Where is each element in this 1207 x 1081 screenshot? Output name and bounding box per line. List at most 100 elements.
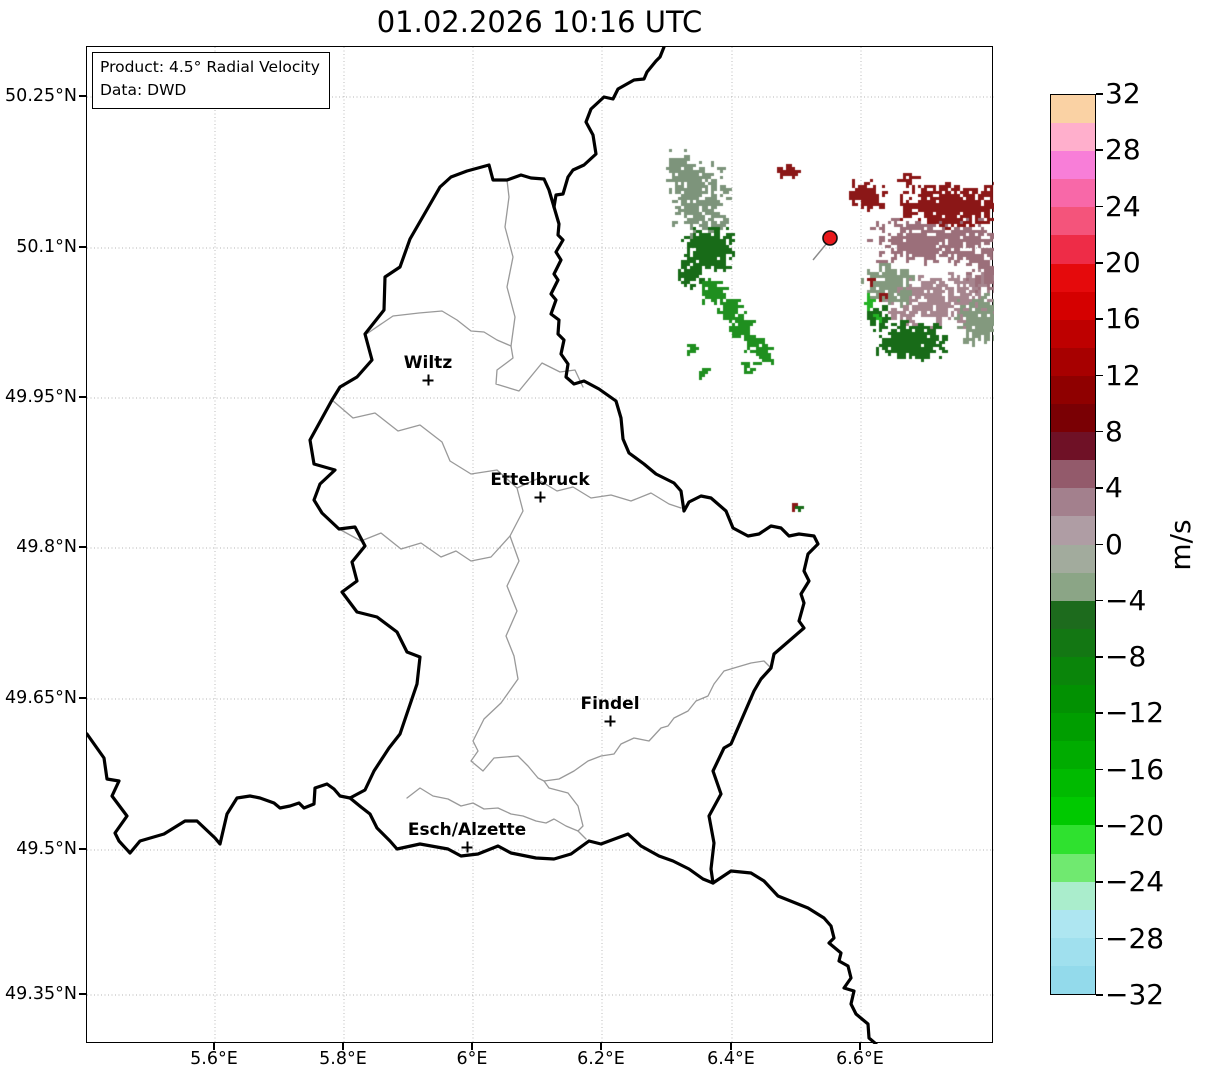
city-label: Wiltz: [403, 353, 453, 373]
colorbar-segment: [1051, 432, 1095, 461]
y-tick-label: 50.25°N: [5, 86, 77, 106]
y-tick-mark: [79, 546, 86, 548]
colorbar-tick-label: 16: [1105, 302, 1141, 336]
colorbar-segment: [1051, 937, 1095, 966]
radar-echo-canvas: [87, 47, 994, 1044]
y-tick-mark: [79, 993, 86, 995]
colorbar-tick-mark: [1096, 768, 1103, 771]
colorbar-tick-label: 0: [1105, 527, 1123, 561]
x-tick-label: 5.6°E: [190, 1049, 238, 1069]
colorbar-segment: [1051, 151, 1095, 180]
colorbar-segment: [1051, 207, 1095, 236]
y-tick-mark: [79, 95, 86, 97]
colorbar-tick-mark: [1096, 374, 1103, 377]
colorbar-tick-mark: [1096, 599, 1103, 602]
colorbar-segment: [1051, 684, 1095, 714]
city-label: Esch/Alzette: [407, 820, 527, 840]
colorbar-tick-label: 32: [1105, 77, 1141, 110]
colorbar-tick-mark: [1096, 318, 1103, 320]
colorbar-tick-mark: [1096, 487, 1103, 489]
colorbar-segment: [1051, 713, 1095, 742]
city-label: Ettelbruck: [490, 470, 590, 490]
x-tick-mark: [342, 1043, 344, 1050]
colorbar-tick-mark: [1096, 430, 1103, 433]
x-tick-label: 6.2°E: [577, 1049, 625, 1069]
colorbar-segment: [1051, 516, 1095, 545]
city-marker-icon: [461, 841, 473, 853]
colorbar-tick-mark: [1096, 205, 1103, 208]
colorbar-segment: [1051, 488, 1095, 517]
y-tick-mark: [79, 246, 86, 248]
radar-map: Product: 4.5° Radial Velocity Data: DWD: [86, 46, 994, 1044]
colorbar-segment: [1051, 572, 1095, 601]
colorbar-tick-mark: [1096, 149, 1103, 151]
colorbar-segment: [1051, 656, 1095, 685]
colorbar-tick-label: −8: [1105, 640, 1147, 674]
colorbar-segment: [1051, 628, 1095, 657]
colorbar-segment: [1051, 853, 1095, 882]
data-source-label: Data: DWD: [100, 81, 187, 100]
colorbar-tick-label: 20: [1105, 245, 1141, 279]
colorbar-tick-label: −24: [1105, 865, 1165, 899]
y-tick-label: 49.5°N: [16, 839, 77, 859]
colorbar-tick-label: 28: [1105, 133, 1141, 167]
colorbar-segment: [1051, 291, 1095, 320]
colorbar-tick-mark: [1096, 825, 1103, 827]
colorbar-segment: [1051, 319, 1095, 348]
colorbar-tick-mark: [1096, 93, 1103, 95]
colorbar-segment: [1051, 741, 1095, 770]
colorbar-segment: [1051, 769, 1095, 798]
colorbar-segment: [1051, 881, 1095, 910]
colorbar-segment: [1051, 375, 1095, 405]
colorbar-segment: [1051, 179, 1095, 208]
colorbar-segment: [1051, 825, 1095, 854]
colorbar-tick-mark: [1096, 543, 1103, 546]
colorbar-tick-label: −16: [1105, 752, 1165, 786]
colorbar-tick-label: −20: [1105, 809, 1165, 843]
colorbar-segment: [1051, 123, 1095, 152]
colorbar-segment: [1051, 965, 1095, 994]
x-tick-label: 5.8°E: [319, 1049, 367, 1069]
x-tick-label: 6.4°E: [707, 1049, 755, 1069]
x-tick-label: 6.6°E: [836, 1049, 884, 1069]
colorbar-segment: [1051, 797, 1095, 826]
y-tick-mark: [79, 697, 86, 699]
map-title: 01.02.2026 10:16 UTC: [376, 5, 703, 39]
x-tick-label: 6°E: [456, 1049, 488, 1069]
x-tick-mark: [859, 1043, 861, 1050]
y-tick-label: 49.35°N: [5, 984, 77, 1004]
y-tick-label: 49.95°N: [5, 387, 77, 407]
colorbar-segment: [1051, 235, 1095, 264]
colorbar-unit-label: m/s: [1164, 519, 1197, 571]
colorbar-segment: [1051, 95, 1095, 124]
x-tick-mark: [471, 1043, 473, 1050]
colorbar-tick-label: −4: [1105, 583, 1147, 617]
product-annotation-box: Product: 4.5° Radial Velocity Data: DWD: [92, 52, 330, 109]
colorbar-tick-mark: [1096, 712, 1103, 715]
colorbar-segment: [1051, 600, 1095, 629]
colorbar-tick-label: −28: [1105, 921, 1165, 955]
colorbar-tick-mark: [1096, 656, 1103, 658]
y-tick-label: 49.65°N: [5, 688, 77, 708]
city-marker-icon: [534, 491, 546, 503]
colorbar-segment: [1051, 347, 1095, 376]
x-tick-mark: [600, 1043, 602, 1050]
colorbar-segment: [1051, 460, 1095, 489]
x-tick-mark: [213, 1043, 215, 1050]
city-marker-icon: [604, 715, 616, 727]
colorbar-tick-mark: [1096, 937, 1103, 940]
colorbar-tick-label: 12: [1105, 358, 1141, 392]
colorbar-tick-label: 4: [1105, 471, 1123, 505]
colorbar-segment: [1051, 544, 1095, 573]
colorbar-tick-mark: [1096, 994, 1103, 996]
site-marker-leader-line: [812, 242, 828, 261]
product-label: Product: 4.5° Radial Velocity: [100, 58, 320, 76]
city-label: Findel: [580, 694, 640, 714]
colorbar-tick-mark: [1096, 261, 1103, 264]
y-tick-label: 50.1°N: [16, 237, 77, 257]
colorbar-segment: [1051, 909, 1095, 938]
colorbar-tick-label: −32: [1105, 978, 1165, 1011]
colorbar-segment: [1051, 404, 1095, 433]
radar-site-marker: [822, 230, 838, 246]
y-tick-label: 49.8°N: [16, 537, 77, 557]
